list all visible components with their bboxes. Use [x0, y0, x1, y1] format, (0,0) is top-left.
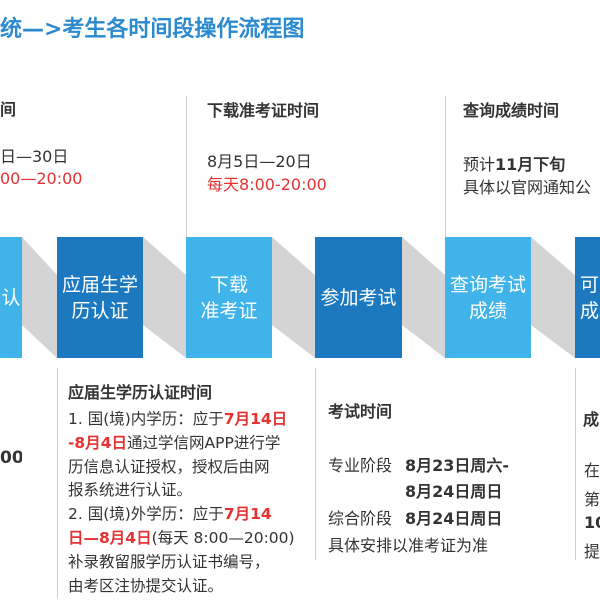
expected-date-value: 11月下旬: [495, 155, 566, 174]
step-label: 成绩: [468, 299, 507, 322]
bottom-separator-line: [315, 368, 316, 560]
instruction-line: -8月4日通过学信网APP进行学: [68, 432, 313, 456]
section-heading: 查询成绩时间: [463, 101, 560, 120]
cropped-text: 10: [584, 513, 600, 532]
cert-instructions: 1. 国(境)内学历：应于7月14日 -8月4日通过学信网APP进行学 历信息认…: [68, 408, 313, 598]
stage-label: 专业阶段: [328, 456, 393, 475]
connector-arrow: [22, 237, 57, 358]
cropped-text: 成: [583, 410, 600, 429]
step-label: 认: [1, 286, 21, 309]
daily-hours: 00—20:00: [0, 169, 83, 188]
instruction-text: 通过学信网APP进行学: [127, 433, 281, 452]
step-label: 下载: [209, 273, 248, 296]
step-box-query-score: 查询考试 成绩: [445, 237, 531, 358]
step-label: 成绩: [580, 299, 600, 322]
connector-arrow: [143, 237, 186, 358]
step-label: 应届生学: [61, 273, 138, 296]
deadline-text: 7月14: [223, 505, 272, 524]
date-range: 8月5日—20日: [207, 152, 312, 171]
instruction-line: 2. 国(境)外学历：应于7月14: [68, 503, 313, 527]
connector-arrow: [531, 237, 575, 358]
exam-arrangement-note: 具体安排以准考证为准: [328, 536, 489, 555]
step-label: 准考证: [200, 299, 258, 322]
top-separator-line: [186, 96, 187, 237]
deadline-text: 7月14日: [223, 410, 288, 428]
step-box-graduate-cert: 应届生学 历认证: [57, 237, 143, 358]
deadline-text: 日—8月4日: [68, 528, 152, 547]
stage-date: 8月23日周六-: [405, 456, 510, 475]
instruction-line: 由考区注协提交认证。: [68, 575, 313, 599]
instruction-text: 1. 国(境)内学历：应于: [68, 410, 224, 428]
step-label: 可: [580, 273, 600, 296]
cropped-text: 提: [584, 542, 600, 561]
daily-hours: 每天8:00-20:00: [207, 175, 327, 194]
expected-date: 预计11月下旬: [463, 154, 600, 176]
step-label: 历认证: [71, 299, 129, 322]
instruction-text: 历信息认证授权，授权后由网: [68, 457, 270, 476]
cropped-text: 第: [584, 490, 600, 509]
instruction-text: 补录教留服学历认证书编号，: [68, 552, 270, 571]
official-notice-note: 具体以官网通知公: [463, 178, 592, 197]
cropped-time-fragment: 00: [0, 448, 22, 468]
step-box-take-exam: 参加考试: [315, 237, 402, 358]
instruction-text: 2. 国(境)外学历：应于: [68, 505, 224, 524]
step-box-cert-cropped: 认: [0, 237, 22, 358]
instruction-line: 报系统进行认证。: [68, 479, 313, 503]
instruction-line: 1. 国(境)内学历：应于7月14日: [68, 408, 313, 432]
page-title: 统—>考生各时间段操作流程图: [0, 17, 305, 42]
section-heading: 下载准考证时间: [207, 101, 320, 120]
instruction-text: (每天 8:00—20:00): [151, 528, 295, 547]
instruction-text: 由考区注协提交认证。: [68, 576, 224, 595]
exam-section-heading: 考试时间: [328, 402, 393, 421]
step-box-download-admission: 下载 准考证: [186, 237, 272, 358]
bottom-separator-line: [575, 368, 576, 560]
expected-date-prefix: 预计: [463, 155, 496, 174]
connector-arrow: [272, 237, 315, 358]
stage-date: 8月24日周日: [405, 482, 503, 501]
date-range: 日—30日: [0, 147, 69, 166]
cert-section-heading: 应届生学历认证时间: [68, 383, 213, 402]
bottom-separator-line: [57, 368, 58, 598]
deadline-text: -8月4日: [68, 433, 128, 452]
instruction-line: 历信息认证授权，授权后由网: [68, 456, 313, 480]
instruction-text: 报系统进行认证。: [68, 481, 193, 500]
connector-arrow: [402, 237, 445, 358]
instruction-line: 补录教留服学历认证书编号，: [68, 551, 313, 575]
instruction-line: 日—8月4日(每天 8:00—20:00): [68, 527, 313, 551]
step-box-cropped-right: 可 成绩: [575, 237, 600, 358]
stage-label: 综合阶段: [328, 509, 393, 528]
step-label: 查询考试: [449, 273, 526, 296]
stage-date: 8月24日周日: [405, 509, 503, 528]
section-heading: 间: [0, 100, 17, 119]
top-separator-line: [445, 96, 446, 237]
cropped-text: 在: [584, 461, 600, 480]
step-label: 参加考试: [320, 286, 397, 309]
